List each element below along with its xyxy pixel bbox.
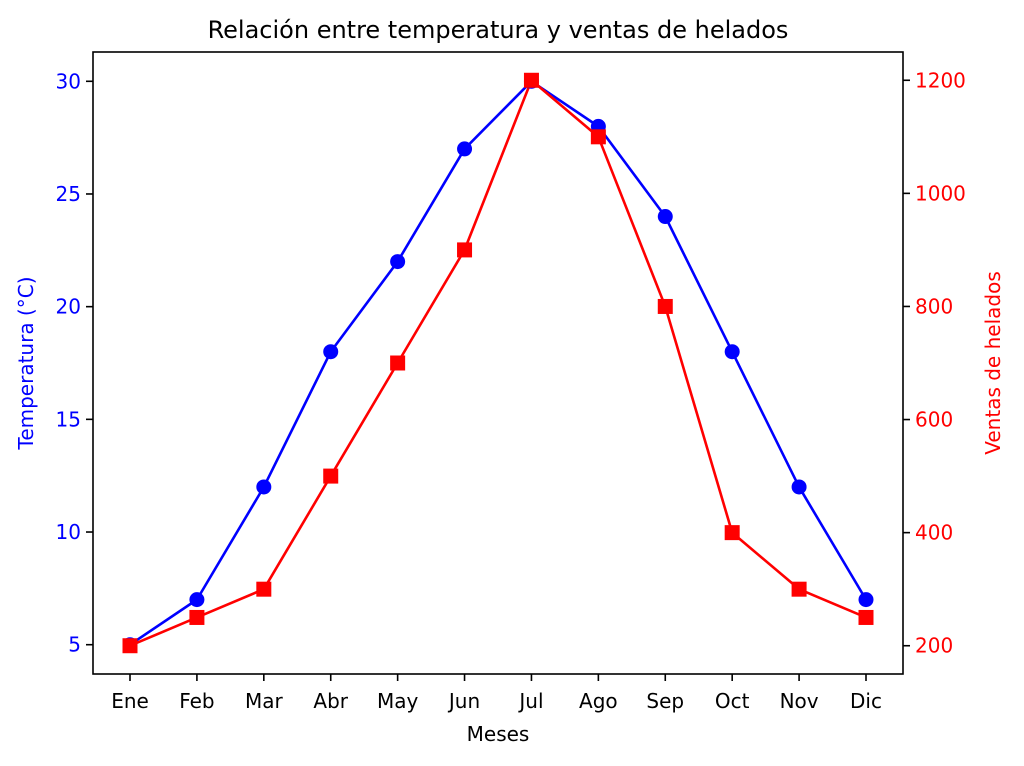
sales-point-may: [390, 355, 406, 371]
temperature-point-jun: [457, 141, 473, 157]
x-tick-label: Oct: [715, 689, 750, 713]
left-y-tick-label: 20: [56, 295, 81, 319]
sales-point-feb: [189, 609, 205, 625]
temperature-point-abr: [323, 344, 339, 360]
sales-point-ene: [122, 638, 138, 654]
temperature-series-line: [129, 80, 868, 646]
x-tick-label: Mar: [245, 689, 284, 713]
x-tick-label: Ene: [111, 689, 149, 713]
sales-point-nov: [791, 581, 807, 597]
right-y-tick-label: 600: [915, 408, 953, 432]
temperature-point-oct: [724, 344, 740, 360]
left-y-tick-label: 25: [56, 182, 81, 206]
temperature-point-nov: [791, 479, 807, 495]
sales-point-sep: [657, 298, 673, 314]
x-tick-label: Ago: [579, 689, 618, 713]
right-y-axis-label: Ventas de helados: [981, 271, 1005, 455]
temperature-point-sep: [657, 209, 673, 225]
x-tick-label: May: [377, 689, 419, 713]
sales-point-jul: [523, 72, 539, 88]
chart-title: Relación entre temperatura y ventas de h…: [208, 16, 789, 44]
x-tick-label: Dic: [850, 689, 882, 713]
temperature-point-feb: [189, 592, 205, 608]
x-axis-label: Meses: [467, 722, 530, 746]
x-tick-label: Jul: [517, 689, 543, 713]
right-y-tick-label: 400: [915, 521, 953, 545]
temperature-point-dic: [858, 592, 874, 608]
sales-point-oct: [724, 525, 740, 541]
sales-point-jun: [457, 242, 473, 258]
left-y-tick-label: 30: [56, 69, 81, 93]
temperature-point-may: [390, 254, 406, 270]
right-y-tick-label: 200: [915, 634, 953, 658]
x-tick-label: Abr: [313, 689, 348, 713]
sales-series-line: [129, 78, 867, 647]
left-y-axis-label: Temperatura (°C): [14, 276, 38, 450]
x-tick-label: Sep: [646, 689, 684, 713]
x-tick-label: Jun: [447, 689, 480, 713]
right-y-axis: 200 400 600 800 1000 1200: [903, 68, 966, 658]
x-axis: Ene Feb Mar Abr May Jun Jul Ago Sep Oct Nov Dic: [111, 674, 882, 713]
left-y-tick-label: 5: [68, 633, 81, 657]
sales-point-ago: [590, 129, 606, 145]
x-tick-label: Nov: [780, 689, 819, 713]
x-tick-label: Feb: [179, 689, 214, 713]
right-y-tick-label: 1000: [915, 181, 966, 205]
plot-frame: [92, 51, 904, 675]
right-y-tick-label: 800: [915, 294, 953, 318]
right-y-tick-label: 1200: [915, 68, 966, 92]
sales-point-mar: [256, 581, 272, 597]
plot-area: [122, 72, 874, 654]
sales-point-dic: [858, 609, 874, 625]
left-y-tick-label: 15: [56, 407, 81, 431]
sales-point-abr: [323, 468, 339, 484]
left-y-tick-label: 10: [56, 520, 81, 544]
left-y-axis: 5 10 15 20 25 30: [56, 69, 93, 657]
temperature-point-mar: [256, 479, 272, 495]
